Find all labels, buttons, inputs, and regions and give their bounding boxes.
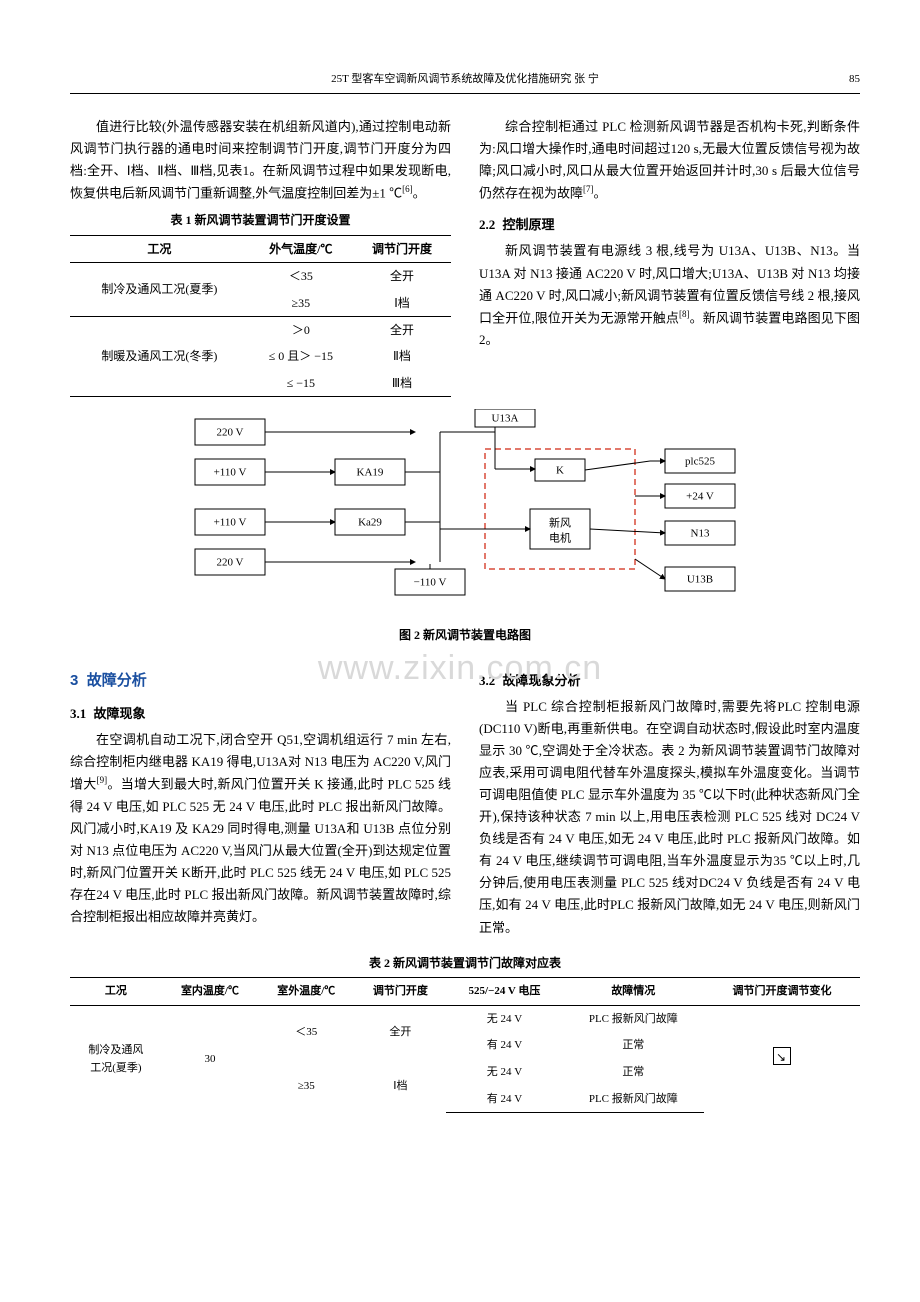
para-3-1-b: 。当增大到最大时,新风门位置开关 K 接通,此时 PLC 525 线得 24 V… <box>70 777 451 925</box>
t2-s0-opening: 全开 <box>354 1005 446 1059</box>
t2-h2: 室外温度/℃ <box>258 978 354 1006</box>
fig-u13b: U13B <box>687 574 713 586</box>
fig-l-p110-1: +110 V <box>214 467 247 479</box>
t2-s0-r1-volt: 有 24 V <box>446 1032 562 1059</box>
t2-h6: 调节门开度调节变化 <box>704 978 860 1006</box>
running-head: 25T 型客车空调新风调节系统故障及优化措施研究 张 宁 85 <box>70 70 860 94</box>
t2-s1-r0-fault: 正常 <box>563 1059 704 1086</box>
fig-motor1: 新风 <box>549 516 571 530</box>
sec-2-2-title: 控制原理 <box>502 217 554 232</box>
t2-s0-r0-volt: 无 24 V <box>446 1005 562 1032</box>
t1-g1-label: 制冷及通风工况(夏季) <box>70 263 249 317</box>
t1-g1-r1c1: Ⅰ档 <box>353 290 451 317</box>
cite-8: [8] <box>679 309 690 319</box>
sec-3-2-heading: 3.2 故障现象分析 <box>479 670 860 692</box>
fig-l-220v-top: 220 V <box>217 427 244 439</box>
para-right-2: 新风调节装置有电源线 3 根,线号为 U13A、U13B、N13。当 U13A … <box>479 240 860 351</box>
fig-l-p110-2: +110 V <box>214 517 247 529</box>
t1-h2: 外气温度/℃ <box>249 235 353 262</box>
t1-g2-r2c0: ≤ −15 <box>249 370 353 397</box>
t2-s0-r1-fault: 正常 <box>563 1032 704 1059</box>
t1-g2-r0c0: ＞0 <box>249 316 353 343</box>
t2-s0-r0-fault: PLC 报新风门故障 <box>563 1005 704 1032</box>
t1-g2-r2c1: Ⅲ档 <box>353 370 451 397</box>
fig-u13a: U13A <box>492 413 519 425</box>
t1-h3: 调节门开度 <box>353 235 451 262</box>
table2-caption: 表 2 新风调节装置调节门故障对应表 <box>70 953 860 973</box>
table2: 工况 室内温度/℃ 室外温度/℃ 调节门开度 525/−24 V 电压 故障情况… <box>70 977 860 1113</box>
page-number: 85 <box>849 70 860 89</box>
t1-h1: 工况 <box>70 235 249 262</box>
t1-g2-r1c0: ≤ 0 且＞ −15 <box>249 343 353 369</box>
t1-g2-r1c1: Ⅱ档 <box>353 343 451 369</box>
running-title: 25T 型客车空调新风调节系统故障及优化措施研究 张 宁 <box>331 73 599 85</box>
sec-3-heading: 3 故障分析 <box>70 668 451 694</box>
para-3-1: 在空调机自动工况下,闭合空开 Q51,空调机组运行 7 min 左右,综合控制柜… <box>70 729 451 928</box>
t2-s0-outdoor: ＜35 <box>258 1005 354 1059</box>
sec-3-1-heading: 3.1 故障现象 <box>70 703 451 725</box>
cite-9: [9] <box>97 775 108 785</box>
t2-s1-opening: Ⅰ档 <box>354 1059 446 1113</box>
sec-3-1-no: 3.1 <box>70 706 86 721</box>
cite-6: [6] <box>402 184 413 194</box>
para-left-1-text: 值进行比较(外温传感器安装在机组新风道内),通过控制电动新风调节门执行器的通电时… <box>70 119 451 201</box>
para-right-1-text: 综合控制柜通过 PLC 检测新风调节器是否机构卡死,判断条件为:风口增大操作时,… <box>479 119 860 201</box>
t2-s1-outdoor: ≥35 <box>258 1059 354 1113</box>
t2-change-icon-cell <box>704 1005 860 1113</box>
t2-indoor: 30 <box>162 1005 258 1113</box>
para-left-1: 值进行比较(外温传感器安装在机组新风道内),通过控制电动新风调节门执行器的通电时… <box>70 116 451 205</box>
fig-motor2: 电机 <box>549 531 571 545</box>
t1-g1-r0c0: ＜35 <box>249 263 353 290</box>
arrow-down-icon <box>773 1047 791 1065</box>
t2-group-label: 制冷及通风 工况(夏季) <box>70 1005 162 1113</box>
figure-2-svg: 220 V +110 V +110 V 220 V KA19 Ka29 −110… <box>185 409 745 619</box>
fig-n13: N13 <box>691 528 710 540</box>
fig-plc525: plc525 <box>685 456 715 468</box>
sec-3-2-title: 故障现象分析 <box>502 673 580 688</box>
t1-g1-r1c0: ≥35 <box>249 290 353 317</box>
t2-h1: 室内温度/℃ <box>162 978 258 1006</box>
table1-caption: 表 1 新风调节装置调节门开度设置 <box>70 210 451 230</box>
t2-group-l1: 制冷及通风 <box>88 1044 143 1056</box>
para-right-1: 综合控制柜通过 PLC 检测新风调节器是否机构卡死,判断条件为:风口增大操作时,… <box>479 116 860 205</box>
fig-l-220v-bot: 220 V <box>217 557 244 569</box>
fig-k: K <box>556 465 564 477</box>
sec-3-1-title: 故障现象 <box>93 706 145 721</box>
t2-h5: 故障情况 <box>563 978 704 1006</box>
table1: 工况 外气温度/℃ 调节门开度 制冷及通风工况(夏季) ＜35 全开 ≥35 Ⅰ… <box>70 235 451 397</box>
sec-3-title: 故障分析 <box>87 672 147 689</box>
sec-3-no: 3 <box>70 672 78 689</box>
fig-ka19: KA19 <box>357 467 384 479</box>
t1-g2-label: 制暖及通风工况(冬季) <box>70 316 249 396</box>
fig-n110: −110 V <box>414 577 447 589</box>
t2-s1-r0-volt: 无 24 V <box>446 1059 562 1086</box>
fig-ka29: Ka29 <box>358 517 382 529</box>
figure-2-caption: 图 2 新风调节装置电路图 <box>185 625 745 645</box>
cite-7: [7] <box>583 184 594 194</box>
t1-g1-r0c1: 全开 <box>353 263 451 290</box>
t2-s1-r1-fault: PLC 报新风门故障 <box>563 1086 704 1113</box>
sec-2-2-heading: 2.2 控制原理 <box>479 214 860 236</box>
sec-2-2-no: 2.2 <box>479 217 495 232</box>
t1-g2-r0c1: 全开 <box>353 316 451 343</box>
sec-3-2-no: 3.2 <box>479 673 495 688</box>
fig-24v: +24 V <box>686 491 714 503</box>
para-3-2: 当 PLC 综合控制柜报新风门故障时,需要先将PLC 控制电源(DC110 V)… <box>479 696 860 939</box>
t2-h3: 调节门开度 <box>354 978 446 1006</box>
figure-2: 220 V +110 V +110 V 220 V KA19 Ka29 −110… <box>185 409 745 645</box>
t2-group-l2: 工况(夏季) <box>90 1062 141 1074</box>
para-right-1-end: 。 <box>594 185 607 200</box>
t2-h0: 工况 <box>70 978 162 1006</box>
t2-s1-r1-volt: 有 24 V <box>446 1086 562 1113</box>
t2-h4: 525/−24 V 电压 <box>446 978 562 1006</box>
para-left-1-end: 。 <box>413 185 426 200</box>
